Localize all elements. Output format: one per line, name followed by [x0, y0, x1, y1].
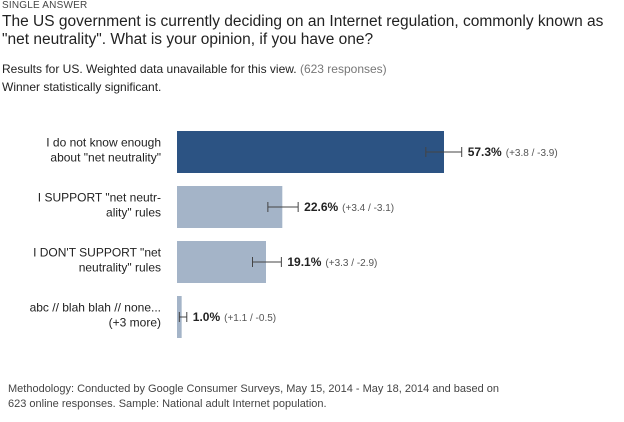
bar: [177, 241, 266, 283]
category-label: abc // blah blah // none...: [30, 301, 161, 315]
value-label: 22.6% (+3.4 / -3.1): [304, 200, 394, 214]
value-label: 19.1% (+3.3 / -2.9): [287, 255, 377, 269]
category-label: ality" rules: [106, 206, 161, 220]
category-label: neutrality" rules: [79, 261, 161, 275]
category-label: I DON'T SUPPORT "net: [33, 246, 162, 260]
error-margin-label: (+3.8 / -3.9): [506, 148, 558, 159]
error-bar: [178, 312, 188, 322]
question-text: The US government is currently deciding …: [2, 13, 604, 48]
error-margin-label: (+3.3 / -2.9): [325, 258, 377, 269]
category-label: I SUPPORT "net neutr-: [38, 191, 161, 205]
error-bar: [425, 147, 463, 157]
significance-note: Winner statistically significant.: [2, 80, 162, 94]
response-count: (623 responses): [299, 62, 387, 76]
bar: [177, 186, 283, 228]
category-label: I do not know enough: [46, 136, 161, 150]
error-bar: [267, 202, 299, 212]
bar: [177, 131, 444, 173]
question-type-label: SINGLE ANSWER: [2, 0, 88, 11]
value-label: 57.3% (+3.8 / -3.9): [468, 145, 558, 159]
category-label: (+3 more): [109, 316, 161, 330]
results-text: Results for US. Weighted data unavailabl…: [2, 62, 297, 76]
category-label: about "net neutrality": [50, 151, 161, 165]
methodology-note: Methodology: Conducted by Google Consume…: [8, 383, 500, 410]
value-label: 1.0% (+1.1 / -0.5): [193, 310, 276, 324]
error-bar: [251, 257, 282, 267]
error-margin-label: (+3.4 / -3.1): [342, 203, 394, 214]
results-info: Results for US. Weighted data unavailabl…: [2, 62, 387, 76]
error-margin-label: (+1.1 / -0.5): [224, 313, 276, 324]
